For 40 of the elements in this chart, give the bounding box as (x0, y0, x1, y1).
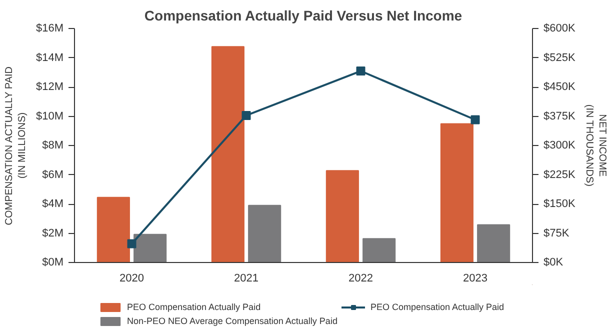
y-tick-label: $10M (36, 110, 64, 122)
y2-tick-label: $225K (544, 168, 576, 181)
y2-tick-label: $525K (544, 52, 576, 64)
bar (248, 204, 282, 262)
y-tick-label: $8M (42, 140, 64, 152)
y2-tick-label: $600K (544, 22, 576, 34)
bar (134, 234, 167, 262)
x-tick-label: 2023 (463, 272, 488, 284)
y2-tick-label: $450K (544, 81, 576, 93)
y-tick-label: $12M (36, 81, 64, 93)
point (470, 115, 480, 124)
point (242, 110, 251, 120)
legend-label: PEO Compensation Actually Paid (370, 302, 504, 312)
y-tick-label: $14M (36, 52, 64, 64)
point (127, 239, 136, 248)
legend-label: PEO Compensation Actually Paid (127, 302, 261, 312)
y2-tick-label: $300K (544, 140, 576, 152)
x-tick-label: 2020 (120, 272, 144, 284)
y-tick-label: $16M (36, 22, 64, 34)
bar (440, 123, 474, 262)
legend-label: Non-PEO NEO Average Compensation Actually Paid (127, 316, 338, 326)
y2-tick-label: $150K (544, 198, 576, 210)
x-tick-label: 2021 (234, 272, 258, 284)
point (356, 66, 366, 76)
y-axis-title: COMPENSATION ACTUALLY PAID (IN MILLIONS) (4, 66, 28, 226)
y2-axis-title: NET INCOME (IN THOUSANDS) (583, 104, 608, 186)
bar (362, 238, 396, 262)
bar (477, 224, 510, 262)
chart-title: Compensation Actually Paid Versus Net Income (144, 8, 462, 24)
y2-tick-label: $0K (544, 256, 564, 268)
bar (326, 170, 359, 262)
y-tick-label: $4M (42, 198, 64, 210)
bar (211, 46, 244, 262)
y-tick-label: $2M (42, 227, 64, 240)
y2-tick-label: $375K (544, 110, 576, 122)
x-tick-label: 2022 (348, 272, 373, 284)
bar (96, 196, 130, 262)
y-tick-label: $6M (42, 168, 64, 181)
y2-tick-label: $75K (544, 227, 570, 240)
y-tick-label: $0M (42, 256, 64, 268)
